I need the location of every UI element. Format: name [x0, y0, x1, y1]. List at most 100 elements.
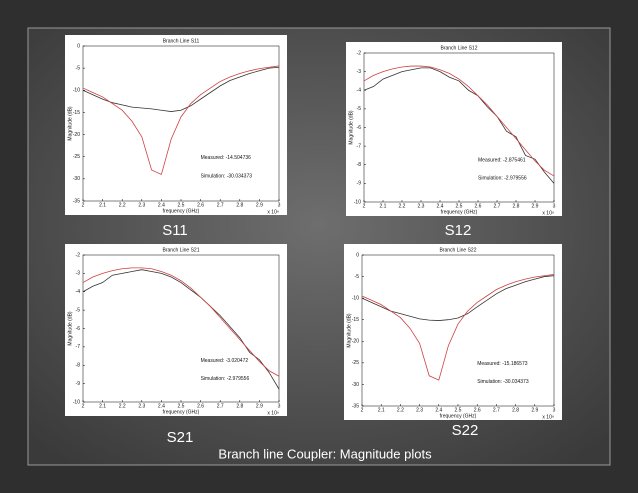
x-tick-label: 2.4	[435, 407, 442, 413]
y-tick-label: -30	[73, 176, 80, 182]
x-tick-label: 2.3	[416, 407, 423, 413]
y-tick-label: -35	[352, 403, 359, 409]
y-tick-label: -4	[357, 88, 362, 94]
y-tick-label: -10	[352, 295, 359, 301]
x-tick-label: 2.4	[158, 403, 165, 409]
y-tick-label: -10	[354, 199, 361, 205]
x-tick-label: 2.6	[474, 407, 481, 413]
annotation: Measured: -3.020472	[201, 358, 249, 364]
y-tick-label: -20	[73, 132, 80, 138]
x-axis-label: frequency (GHz)	[440, 413, 477, 419]
y-tick-label: -5	[357, 106, 362, 112]
y-tick-label: -4	[76, 289, 81, 295]
chart-title: Branch Line S21	[163, 247, 200, 253]
y-tick-label: -9	[357, 181, 362, 187]
plot-label: S11	[162, 222, 188, 239]
y-tick-label: -10	[73, 88, 80, 94]
y-tick-label: -8	[357, 162, 362, 168]
x-tick-label: 2.6	[197, 202, 204, 208]
annotation: Measured: -15.186573	[477, 361, 528, 367]
x-multiplier: x 10⁹	[542, 210, 554, 216]
x-tick-label: 2.3	[138, 403, 145, 409]
x-tick-label: 3	[278, 202, 281, 208]
annotation: Simulation: -2.979556	[478, 175, 527, 181]
x-tick-label: 2.6	[475, 203, 482, 209]
x-tick-label: 2	[82, 202, 85, 208]
x-tick-label: 2.6	[197, 403, 204, 409]
x-tick-label: 2.9	[532, 203, 539, 209]
x-tick-label: 3	[278, 403, 281, 409]
data-line	[82, 65, 280, 175]
plot-label: S12	[445, 222, 472, 239]
plot-panel	[344, 244, 562, 420]
x-tick-label: 2.5	[456, 203, 463, 209]
x-tick-label: 2.1	[380, 203, 387, 209]
y-tick-label: -35	[73, 198, 80, 204]
caption: Branch line Coupler: Magnitude plots	[218, 446, 432, 461]
y-tick-label: -7	[357, 143, 362, 149]
x-axis-label: frequency (GHz)	[163, 208, 200, 214]
y-axis-label: Magnitude (dB)	[67, 106, 73, 141]
y-axis-label: Magnitude (dB)	[348, 110, 354, 145]
x-tick-label: 2.5	[178, 202, 185, 208]
x-tick-label: 2.3	[138, 202, 145, 208]
y-tick-label: -5	[355, 274, 360, 280]
x-tick-label: 2.9	[256, 202, 263, 208]
x-tick-label: 2	[361, 407, 364, 413]
x-tick-label: 2.9	[256, 403, 263, 409]
y-axis-label: Magnitude (dB)	[346, 313, 352, 348]
x-tick-label: 2.8	[236, 403, 243, 409]
x-multiplier: x 10⁹	[267, 410, 279, 416]
y-tick-label: -5	[76, 65, 81, 71]
x-tick-label: 3	[553, 203, 556, 209]
y-tick-label: -10	[73, 399, 80, 405]
y-tick-label: -7	[76, 344, 81, 350]
data-line	[361, 275, 555, 321]
x-tick-label: 2.4	[158, 202, 165, 208]
x-multiplier: x 10⁹	[267, 209, 279, 215]
x-tick-label: 2.1	[99, 403, 106, 409]
data-line	[363, 67, 555, 184]
annotation: Simulation: -2.979556	[201, 376, 250, 382]
y-tick-label: -30	[352, 382, 359, 388]
y-tick-label: -15	[73, 110, 80, 116]
chart-title: Branch Line S11	[163, 38, 200, 44]
annotation: Measured: -14.504736	[201, 155, 252, 161]
plot-panel	[346, 42, 562, 216]
y-tick-label: -8	[76, 363, 81, 369]
annotation: Measured: -2.875461	[478, 158, 526, 164]
data-line	[82, 66, 280, 112]
plot-label: S22	[452, 422, 479, 439]
x-tick-label: 2.3	[418, 203, 425, 209]
y-tick-label: -6	[76, 326, 81, 332]
y-tick-label: -2	[76, 252, 81, 258]
x-tick-label: 2.1	[378, 407, 385, 413]
chart-title: Branch Line S22	[440, 247, 477, 253]
y-tick-label: -25	[352, 360, 359, 366]
y-tick-label: -3	[357, 69, 362, 75]
x-tick-label: 2.8	[512, 407, 519, 413]
y-tick-label: -9	[76, 381, 81, 387]
x-tick-label: 2.7	[217, 403, 224, 409]
y-tick-label: -2	[357, 50, 362, 56]
x-tick-label: 2.5	[178, 403, 185, 409]
x-tick-label: 2.7	[217, 202, 224, 208]
x-tick-label: 2.5	[455, 407, 462, 413]
y-tick-label: 0	[356, 252, 359, 258]
data-line	[82, 269, 280, 390]
y-tick-label: 0	[77, 43, 80, 49]
y-tick-label: -6	[357, 125, 362, 131]
data-line	[361, 274, 555, 381]
data-line	[82, 267, 280, 377]
y-tick-label: -3	[76, 271, 81, 277]
y-axis-label: Magnitude (dB)	[67, 311, 73, 346]
x-tick-label: 2.7	[493, 407, 500, 413]
y-tick-label: -25	[73, 154, 80, 160]
data-line	[363, 65, 555, 177]
x-tick-label: 2.2	[399, 203, 406, 209]
x-tick-label: 2.2	[119, 403, 126, 409]
x-tick-label: 3	[553, 407, 556, 413]
chart-title: Branch Line S12	[441, 45, 478, 51]
plot-label: S21	[167, 429, 194, 446]
